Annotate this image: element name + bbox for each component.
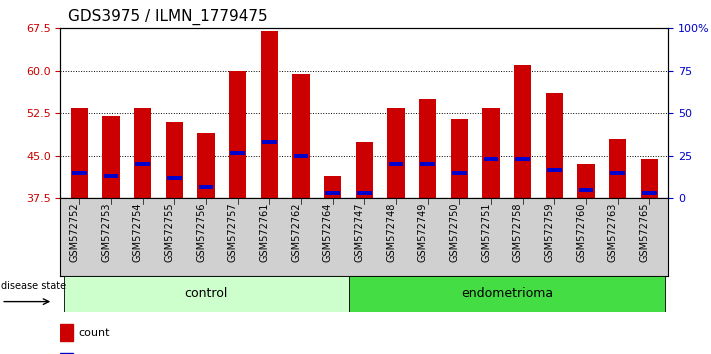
- Text: GSM572756: GSM572756: [196, 202, 206, 262]
- Text: GSM572749: GSM572749: [417, 202, 428, 262]
- Bar: [452, 171, 467, 175]
- Text: GSM572761: GSM572761: [260, 202, 269, 262]
- Bar: [348, 276, 665, 312]
- Bar: [326, 190, 340, 195]
- Bar: [60, 324, 73, 341]
- Bar: [609, 139, 626, 198]
- Bar: [547, 168, 562, 172]
- Text: GSM572759: GSM572759: [545, 202, 555, 262]
- Bar: [579, 188, 594, 192]
- Text: GSM572764: GSM572764: [323, 202, 333, 262]
- Bar: [70, 108, 88, 198]
- Text: GSM572753: GSM572753: [101, 202, 111, 262]
- Bar: [514, 65, 531, 198]
- Text: GSM572757: GSM572757: [228, 202, 237, 262]
- Bar: [482, 108, 500, 198]
- Bar: [229, 71, 247, 198]
- Text: endometrioma: endometrioma: [461, 287, 553, 300]
- Bar: [545, 93, 563, 198]
- Bar: [610, 171, 625, 175]
- Bar: [356, 142, 373, 198]
- Bar: [387, 108, 405, 198]
- Bar: [198, 185, 213, 189]
- Text: GSM572755: GSM572755: [164, 202, 174, 262]
- Bar: [135, 162, 150, 166]
- Bar: [134, 108, 151, 198]
- Bar: [167, 176, 182, 181]
- Text: disease state: disease state: [1, 281, 66, 291]
- Bar: [72, 171, 87, 175]
- Bar: [294, 154, 309, 158]
- Bar: [483, 156, 498, 161]
- Text: GSM572752: GSM572752: [70, 202, 80, 262]
- Text: count: count: [79, 328, 110, 338]
- Bar: [451, 119, 468, 198]
- Text: GSM572754: GSM572754: [133, 202, 143, 262]
- Text: GDS3975 / ILMN_1779475: GDS3975 / ILMN_1779475: [68, 8, 267, 25]
- Text: GSM572748: GSM572748: [386, 202, 396, 262]
- Bar: [102, 116, 119, 198]
- Bar: [63, 276, 348, 312]
- Text: GSM572751: GSM572751: [481, 202, 491, 262]
- Bar: [104, 173, 119, 178]
- Bar: [198, 133, 215, 198]
- Bar: [261, 31, 278, 198]
- Text: control: control: [184, 287, 228, 300]
- Bar: [419, 99, 437, 198]
- Bar: [262, 139, 277, 144]
- Text: GSM572762: GSM572762: [291, 202, 301, 262]
- Bar: [515, 156, 530, 161]
- Text: GSM572760: GSM572760: [576, 202, 586, 262]
- Text: GSM572765: GSM572765: [639, 202, 649, 262]
- Text: GSM572750: GSM572750: [449, 202, 459, 262]
- Bar: [641, 159, 658, 198]
- Bar: [389, 162, 403, 166]
- Bar: [292, 74, 310, 198]
- Bar: [420, 162, 435, 166]
- Bar: [166, 122, 183, 198]
- Text: GSM572747: GSM572747: [354, 202, 364, 262]
- Bar: [324, 176, 341, 198]
- Bar: [230, 151, 245, 155]
- Bar: [60, 353, 73, 354]
- Bar: [357, 190, 372, 195]
- Text: GSM572763: GSM572763: [608, 202, 618, 262]
- Text: GSM572758: GSM572758: [513, 202, 523, 262]
- Bar: [577, 164, 594, 198]
- Bar: [642, 190, 657, 195]
